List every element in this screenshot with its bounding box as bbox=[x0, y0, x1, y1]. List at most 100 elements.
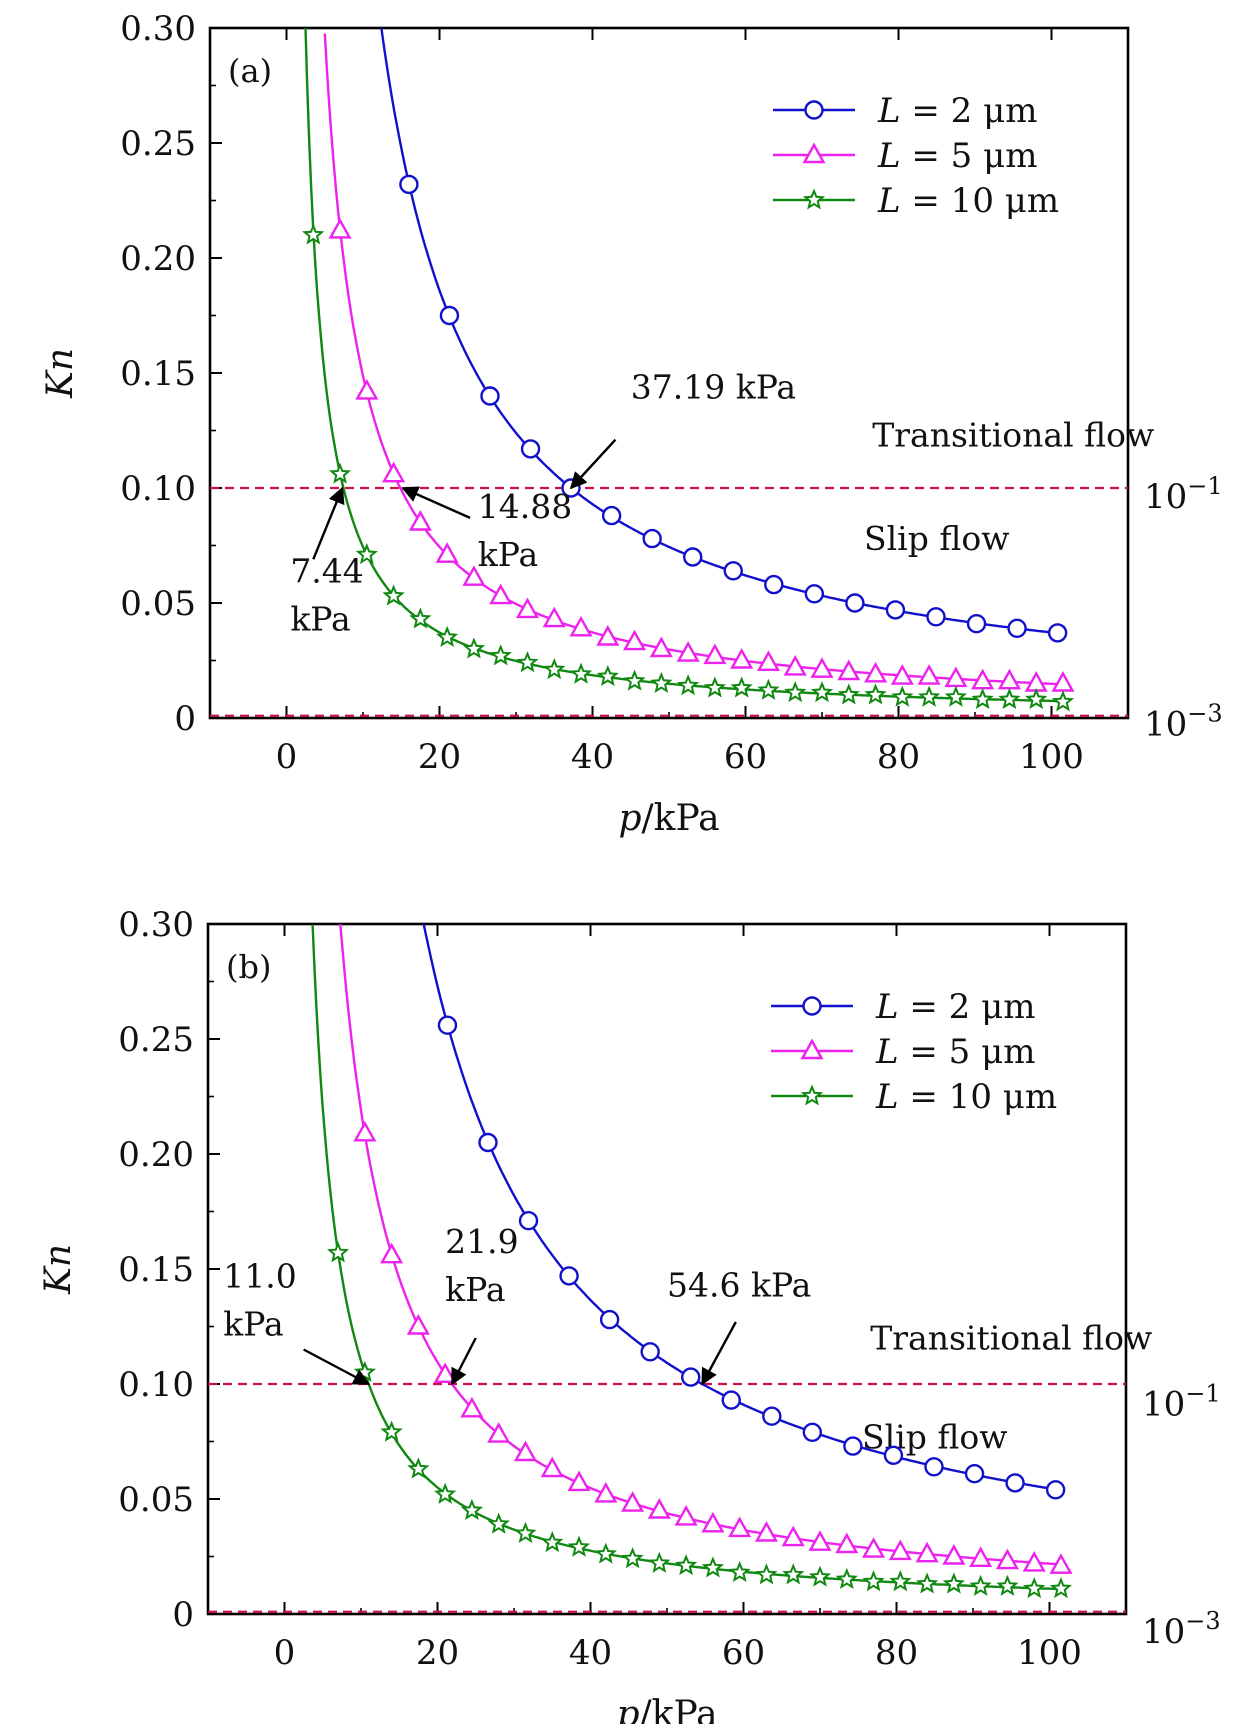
data-point bbox=[926, 607, 946, 627]
data-point bbox=[567, 1535, 591, 1557]
data-point bbox=[723, 561, 743, 581]
region-label: Slip flow bbox=[862, 1417, 1007, 1456]
data-point bbox=[460, 1396, 484, 1418]
right-axis-label-base: 10 bbox=[1142, 1385, 1185, 1425]
data-point bbox=[541, 1531, 564, 1553]
legend-label: L = 5 μm bbox=[875, 1032, 1035, 1072]
x-axis-label-unit: /kPa bbox=[642, 798, 720, 839]
region-label: Slip flow bbox=[864, 519, 1009, 558]
data-point bbox=[1049, 1553, 1073, 1574]
legend-marker bbox=[802, 996, 822, 1016]
series-circle bbox=[380, 28, 1068, 643]
y-tick-label: 0.15 bbox=[120, 354, 196, 394]
right-axis-label: 10−3 bbox=[1142, 1607, 1221, 1652]
data-point bbox=[328, 217, 352, 239]
data-point bbox=[862, 1537, 886, 1558]
data-point bbox=[435, 542, 459, 563]
data-point bbox=[408, 510, 432, 531]
data-point bbox=[676, 641, 700, 662]
y-tick-label: 0.30 bbox=[120, 9, 196, 49]
data-point bbox=[460, 1498, 484, 1520]
annotation: 14.88 kPa bbox=[401, 486, 572, 574]
data-point bbox=[728, 1516, 752, 1538]
legend-label-var: L bbox=[875, 987, 899, 1027]
annotation-arrow bbox=[312, 486, 345, 560]
legend-marker bbox=[802, 142, 826, 164]
data-point bbox=[942, 1544, 966, 1565]
y-tick-label: 0.25 bbox=[120, 124, 196, 164]
data-point bbox=[434, 1482, 457, 1504]
y-tick-label: 0.10 bbox=[120, 469, 196, 509]
y-tick-label: 0.10 bbox=[118, 1365, 194, 1405]
legend-label-value: = 5 μm bbox=[899, 1032, 1036, 1072]
chart-panel-a: 0 20 40 60 80 100 0 0.05 0.10 0.15 0.20 0.25 0.30 p/k… bbox=[40, 9, 1223, 839]
chart-panel-b: 0 20 40 60 80 100 0 0.05 0.10 0.15 0.20 0.25 0.30 p/k… bbox=[38, 905, 1221, 1724]
data-point bbox=[703, 676, 727, 698]
y-tick-label: 0.30 bbox=[118, 905, 194, 945]
legend: L = 2 μmL = 5 μmL = 10 μm bbox=[771, 987, 1057, 1117]
annotation-text: kPa bbox=[290, 599, 350, 638]
data-point bbox=[808, 1565, 832, 1587]
data-point bbox=[995, 1548, 1019, 1570]
data-point bbox=[594, 1542, 617, 1564]
data-point bbox=[487, 1422, 511, 1443]
data-point bbox=[621, 1547, 644, 1569]
data-point bbox=[966, 614, 987, 634]
legend-label-value: = 2 μm bbox=[901, 91, 1038, 131]
data-point bbox=[1022, 1550, 1046, 1572]
series-line bbox=[339, 924, 1060, 1566]
series-triangle bbox=[339, 924, 1073, 1574]
data-point bbox=[883, 1445, 904, 1466]
data-point bbox=[998, 687, 1021, 710]
data-point bbox=[355, 543, 378, 565]
legend-label-var: L bbox=[875, 1032, 899, 1072]
x-tick-label: 20 bbox=[418, 737, 461, 777]
legend-marker bbox=[800, 1084, 824, 1106]
legend-label-var: L bbox=[875, 1077, 899, 1117]
x-tick-label: 100 bbox=[1017, 1633, 1082, 1673]
right-axis-label-exponent: −1 bbox=[1185, 1380, 1220, 1408]
data-point bbox=[891, 685, 914, 707]
data-point bbox=[924, 1457, 944, 1477]
annotation-arrow bbox=[569, 438, 617, 490]
annotation-arrow bbox=[401, 486, 471, 519]
annotation-text: kPa bbox=[223, 1304, 283, 1343]
data-point bbox=[675, 1554, 698, 1576]
annotation-arrow bbox=[701, 1321, 737, 1386]
x-tick-label: 0 bbox=[274, 1633, 296, 1673]
legend-label-var: L bbox=[877, 181, 901, 221]
data-point bbox=[326, 1241, 350, 1263]
data-point bbox=[1007, 618, 1027, 638]
data-point bbox=[677, 674, 700, 696]
data-point bbox=[353, 1360, 376, 1382]
data-point bbox=[514, 1521, 537, 1543]
right-axis-label-exponent: −3 bbox=[1185, 1607, 1220, 1635]
data-point bbox=[810, 657, 834, 678]
data-point bbox=[399, 174, 419, 195]
data-point bbox=[487, 1512, 510, 1534]
data-point bbox=[915, 1541, 939, 1563]
legend-label-var: L bbox=[877, 136, 901, 176]
data-point bbox=[964, 1463, 985, 1484]
x-axis-label: p/kPa bbox=[616, 1694, 717, 1724]
data-point bbox=[380, 1242, 404, 1264]
x-tick-label: 40 bbox=[569, 1633, 612, 1673]
x-tick-label: 100 bbox=[1019, 737, 1084, 777]
data-point bbox=[649, 636, 673, 658]
region-label: Transitional flow bbox=[872, 416, 1154, 455]
y-axis-label: Kn bbox=[38, 1244, 79, 1295]
annotation-text: kPa bbox=[478, 535, 538, 574]
right-axis-label-base: 10 bbox=[1144, 705, 1187, 745]
data-point bbox=[596, 664, 619, 687]
annotation: 11.0 kPa bbox=[223, 1256, 371, 1386]
series-circle bbox=[422, 924, 1066, 1500]
data-point bbox=[888, 1539, 912, 1561]
data-point bbox=[648, 1551, 671, 1573]
legend-label-value: = 10 μm bbox=[901, 181, 1060, 221]
data-point bbox=[594, 1481, 618, 1503]
data-point bbox=[409, 607, 432, 629]
y-axis-label: Kn bbox=[40, 348, 81, 399]
data-point bbox=[969, 1546, 993, 1568]
data-point bbox=[515, 597, 540, 619]
data-point bbox=[516, 651, 539, 673]
